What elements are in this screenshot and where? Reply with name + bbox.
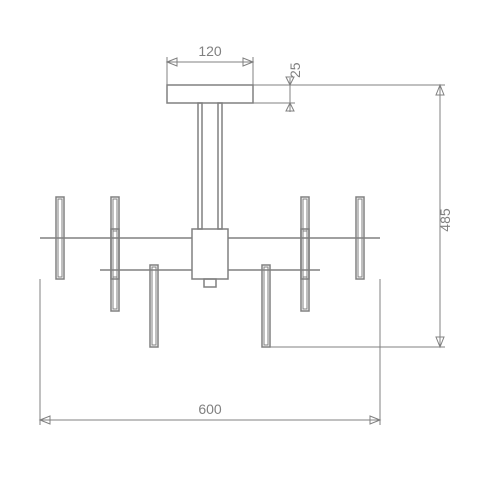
body-box [192, 229, 228, 279]
technical-drawing: 600 485 120 25 [0, 0, 500, 500]
dim-label-120: 120 [198, 43, 222, 59]
dim-label-600: 600 [198, 401, 222, 417]
tube-bottom-right [262, 265, 270, 347]
canopy [167, 85, 253, 229]
fixture [40, 85, 380, 347]
dim-canopy-120: 120 [167, 43, 253, 85]
tubes [56, 197, 364, 347]
dim-label-485: 485 [437, 208, 453, 232]
dim-canopy-25: 25 [253, 62, 303, 112]
tube-bottom-left [150, 265, 158, 347]
dim-label-25: 25 [287, 62, 303, 78]
body-stub [204, 279, 216, 287]
arms [40, 238, 380, 270]
dim-height-485: 485 [253, 85, 453, 347]
dim-width-600: 600 [40, 279, 380, 425]
